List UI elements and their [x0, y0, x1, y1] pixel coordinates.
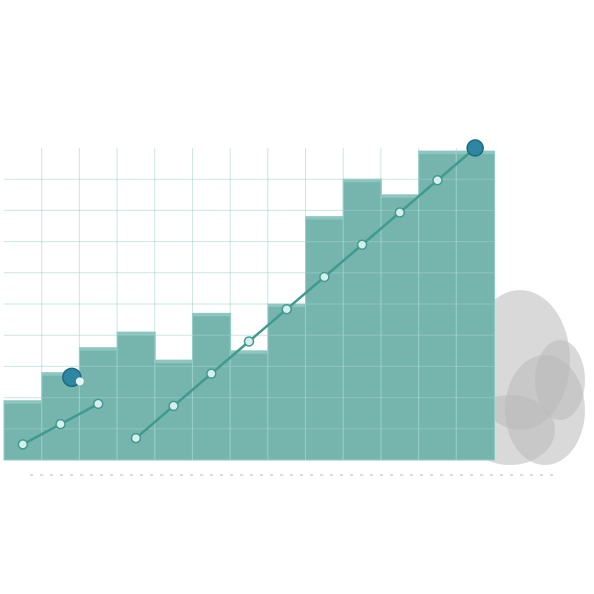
bar-cap-11: [380, 194, 420, 198]
bar-cap-5: [154, 360, 193, 364]
trend-point-2-8: [394, 207, 406, 218]
trend-point-2-9: [432, 174, 443, 186]
bar-cap-12: [418, 151, 457, 155]
accent-marker-highlight: [75, 377, 84, 386]
trend-point-2-7: [356, 239, 368, 250]
trend-point-2-10: [466, 139, 484, 157]
bar-cap-9: [305, 216, 344, 220]
bar-10: [342, 178, 382, 461]
trend-point-1-2: [55, 418, 66, 430]
trend-points-group: [17, 139, 484, 450]
trend-point-2-6: [319, 271, 330, 283]
bar-cap-7: [230, 350, 269, 354]
bar-cap-1: [4, 400, 43, 404]
bar-8: [267, 303, 307, 461]
bar-9: [305, 216, 345, 461]
trend-point-2-3: [206, 368, 217, 379]
trend-point-1-1: [17, 439, 29, 450]
trend-point-1-3: [92, 398, 104, 410]
trend-line-segment-2: [135, 147, 476, 440]
trend-point-2-5: [281, 303, 292, 315]
bar-13: [455, 150, 495, 461]
bar-cap-6: [192, 313, 231, 317]
trend-point-2-2: [168, 400, 179, 412]
trend-point-2-1: [130, 432, 142, 444]
bar-12: [418, 150, 458, 461]
bar-cap-4: [117, 332, 156, 336]
bar-cap-3: [79, 347, 118, 351]
bar-7: [229, 350, 269, 461]
trend-point-2-4: [243, 336, 255, 347]
bar-cap-10: [343, 179, 382, 183]
grid-group: [4, 148, 494, 460]
haze-blob-4: [535, 340, 585, 420]
bar-11: [380, 194, 420, 461]
bar-1: [3, 400, 43, 461]
bar-cap-2: [41, 372, 80, 376]
